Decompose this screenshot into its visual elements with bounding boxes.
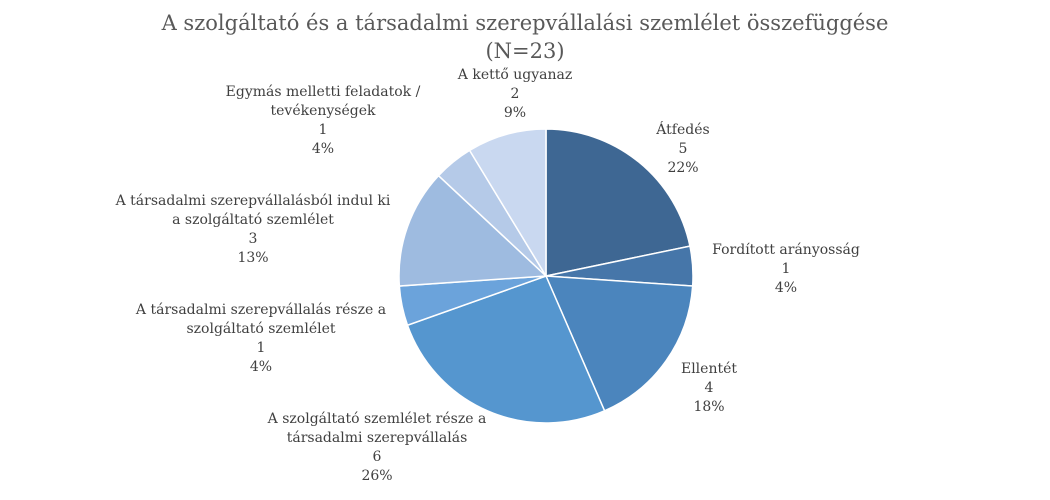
pie-labels: Átfedés 5 22% Fordított arányosság 1 4% Ellent… <box>115 67 860 484</box>
pie-slice <box>406 275 606 424</box>
chart-title: A szolgáltató és a társadalmi szerepváll… <box>161 11 889 35</box>
slice-label-percent: 13% <box>237 250 268 266</box>
slice-label-name: Egymás melletti feladatok / <box>226 84 421 100</box>
slice-label-percent: 4% <box>250 359 272 375</box>
slice-label-name: Fordított arányosság <box>712 242 860 258</box>
slice-label-value: 5 <box>679 141 688 157</box>
slice-label-percent: 18% <box>693 399 724 415</box>
slice-label: A szolgáltató szemlélet része a társadalm… <box>267 411 487 484</box>
slice-label-value: 1 <box>319 122 328 138</box>
slice-label-name: A társadalmi szerepvállalásból indul ki <box>115 193 391 209</box>
slice-label: A kettő ugyanaz 2 9% <box>457 67 572 121</box>
slice-label-name: A kettő ugyanaz <box>457 67 572 83</box>
slice-label: Ellentét 4 18% <box>681 361 737 415</box>
slice-label-name: Ellentét <box>681 361 737 377</box>
slice-label-name: A társadalmi szerepvállalás része a <box>135 302 386 318</box>
slice-label-percent: 26% <box>361 468 392 484</box>
slice-label: A társadalmi szerepvállalás része a szolg… <box>135 302 386 375</box>
chart-subtitle: (N=23) <box>485 39 564 63</box>
pie-slice <box>398 174 548 287</box>
slice-label-percent: 4% <box>312 141 334 157</box>
slice-label-name: A szolgáltató szemlélet része a <box>267 411 487 427</box>
slice-label-name: társadalmi szerepvállalás <box>287 430 468 446</box>
slice-label-value: 2 <box>511 86 520 102</box>
pie-slice <box>544 275 694 412</box>
slice-label-value: 6 <box>373 449 382 465</box>
pie-slices <box>398 128 694 424</box>
slice-label-percent: 9% <box>504 105 526 121</box>
slice-label-name: a szolgáltató szemlélet <box>172 212 334 228</box>
slice-label-name: tevékenységek <box>271 103 377 119</box>
slice-label-percent: 22% <box>667 160 698 176</box>
slice-label: Egymás melletti feladatok / tevékenységek… <box>226 84 421 157</box>
slice-label: Átfedés 5 22% <box>655 120 709 176</box>
slice-label-value: 1 <box>782 261 791 277</box>
slice-label: A társadalmi szerepvállalásból indul ki a… <box>115 193 391 266</box>
slice-label-percent: 4% <box>775 280 797 296</box>
pie-slice <box>545 128 691 277</box>
slice-label-name: Átfedés <box>655 120 709 138</box>
slice-label-value: 3 <box>249 231 258 247</box>
pie-slice <box>468 128 547 279</box>
slice-label-name: szolgáltató szemlélet <box>186 321 335 337</box>
slice-label-value: 1 <box>257 340 266 356</box>
slice-label: Fordított arányosság 1 4% <box>712 242 860 296</box>
slice-label-value: 4 <box>705 380 714 396</box>
